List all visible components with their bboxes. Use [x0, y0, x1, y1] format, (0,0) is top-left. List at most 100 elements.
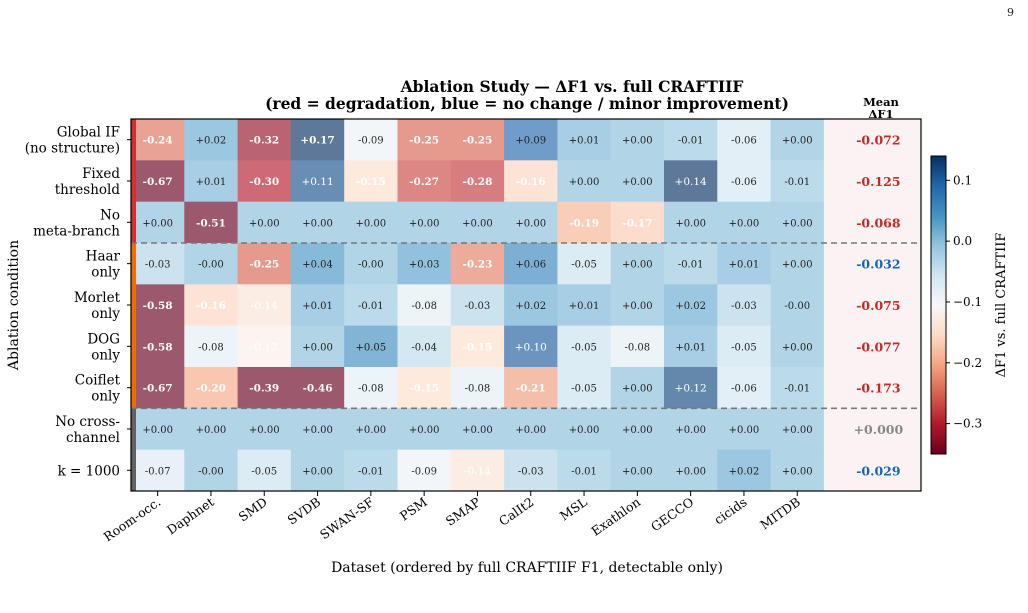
group-color-bar [131, 201, 136, 244]
heatmap-cell [131, 242, 185, 285]
cell-value-label: +0.00 [515, 425, 546, 436]
cell-value-label: +0.00 [409, 218, 440, 229]
cell-value-label: -0.21 [516, 383, 546, 395]
cell-value-label: -0.16 [196, 300, 226, 312]
cell-value-label: +0.17 [300, 135, 334, 147]
cell-value-label: -0.24 [143, 135, 173, 147]
cell-value-label: +0.04 [302, 260, 333, 271]
mean-value-label: +0.000 [854, 422, 904, 437]
cell-value-label: +0.00 [515, 218, 546, 229]
heatmap-cell [717, 119, 772, 161]
cell-value-label: +0.00 [729, 425, 760, 436]
cell-value-label: +0.01 [569, 136, 600, 147]
column-label: SWAN-SF [317, 494, 377, 542]
cell-value-label: +0.00 [249, 425, 280, 436]
heatmap-cell [504, 119, 558, 161]
heatmap-cell [557, 408, 612, 451]
mean-header-line: ΔF1 [868, 107, 893, 121]
column-label: PSM [397, 494, 430, 523]
mean-column: -0.072 -0.125 -0.068 -0.032 -0.075 -0.077 -0.1… [823, 119, 921, 492]
heatmap-cell [397, 325, 452, 368]
heatmap-cell [504, 201, 558, 244]
cell-value-label: -0.16 [516, 176, 546, 188]
heatmap-cell [450, 119, 505, 161]
cell-value-label: -0.14 [251, 300, 278, 312]
heatmap-cell [664, 201, 718, 244]
cell-value-label: +0.00 [622, 384, 653, 395]
mean-value-label: -0.173 [856, 381, 900, 396]
cell-value-label: -0.19 [569, 217, 599, 229]
heatmap-cell [344, 284, 398, 327]
cell-value-label: -0.15 [356, 176, 386, 188]
heatmap-cell [557, 242, 612, 285]
column-label: Daphnet [164, 494, 217, 537]
mean-cell [823, 160, 921, 203]
cell-value-label: -0.25 [249, 259, 279, 271]
heatmap-cell [557, 366, 612, 409]
column-label: MSL [557, 494, 590, 523]
group-color-bar [131, 366, 136, 409]
column-label: MITDB [757, 494, 803, 532]
heatmap-cell [450, 325, 505, 368]
heatmap-cell [237, 408, 292, 451]
colorbar-tick-label: −0.3 [953, 417, 982, 431]
heatmap-cell [664, 284, 718, 327]
cell-value-label: +0.00 [356, 425, 387, 436]
cell-value-label: -0.25 [462, 135, 492, 147]
heatmap-cell [397, 119, 452, 161]
cell-value-label: +0.01 [302, 301, 333, 312]
cell-value-label: +0.00 [409, 425, 440, 436]
cell-value-label: -0.09 [358, 136, 384, 147]
cell-value-label: +0.00 [782, 260, 813, 271]
heatmap-cell [717, 201, 772, 244]
cell-value-label: +0.00 [675, 425, 706, 436]
heatmap-cell [717, 449, 772, 492]
heatmap-cell [397, 449, 452, 492]
cell-value-label: +0.00 [302, 425, 333, 436]
heatmap-cell [344, 325, 398, 368]
heatmap-cell [717, 160, 772, 203]
cell-value-label: -0.67 [143, 176, 173, 188]
cell-value-label: -0.12 [251, 341, 278, 353]
heatmap-cell [184, 119, 239, 161]
heatmap-cell [184, 242, 239, 285]
colorbar-gradient [930, 155, 947, 455]
cell-value-label: -0.67 [143, 383, 173, 395]
heatmap-cell [504, 366, 558, 409]
heatmap-cell [664, 325, 718, 368]
cell-value-label: -0.23 [462, 259, 492, 271]
cell-value-label: +0.00 [569, 425, 600, 436]
cell-value-label: -0.20 [196, 383, 226, 395]
heatmap-cell [184, 325, 239, 368]
row-label: Global IF (no structure) [25, 125, 120, 157]
column-label: Room-occ. [101, 494, 164, 544]
cell-value-label: +0.00 [622, 301, 653, 312]
group-color-bar [131, 325, 136, 368]
page-number: 9 [1007, 6, 1014, 19]
heatmap-cell [610, 119, 665, 161]
column-label: SMAP [443, 494, 483, 529]
x-axis-label: Dataset (ordered by full CRAFTIIF F1, de… [331, 560, 723, 576]
colorbar-tick-label: −0.2 [953, 356, 982, 370]
row-label: No cross-channel [55, 414, 120, 446]
heatmap-cell [770, 160, 825, 203]
heatmap-cell [184, 284, 239, 327]
heatmap-cell [717, 284, 772, 327]
cell-value-label: -0.05 [731, 342, 757, 353]
heatmap-cell [184, 449, 239, 492]
heatmap-cell [557, 449, 612, 492]
cell-value-label: +0.02 [729, 466, 760, 477]
y-axis-label: Ablation condition [6, 240, 22, 371]
mean-cell [823, 242, 921, 285]
heatmap-cell [131, 160, 185, 203]
heatmap-cell [237, 284, 292, 327]
mean-cell [823, 366, 921, 409]
cell-value-label: -0.58 [143, 300, 173, 312]
mean-value-label: -0.029 [856, 463, 900, 478]
heatmap-cell [237, 366, 292, 409]
colorbar-label: ΔF1 vs. full CRAFTIIF [994, 233, 1009, 378]
cell-value-label: -0.01 [678, 260, 704, 271]
cell-value-label: -0.08 [625, 342, 651, 353]
cell-value-label: -0.14 [464, 465, 491, 477]
heatmap-cell [717, 408, 772, 451]
